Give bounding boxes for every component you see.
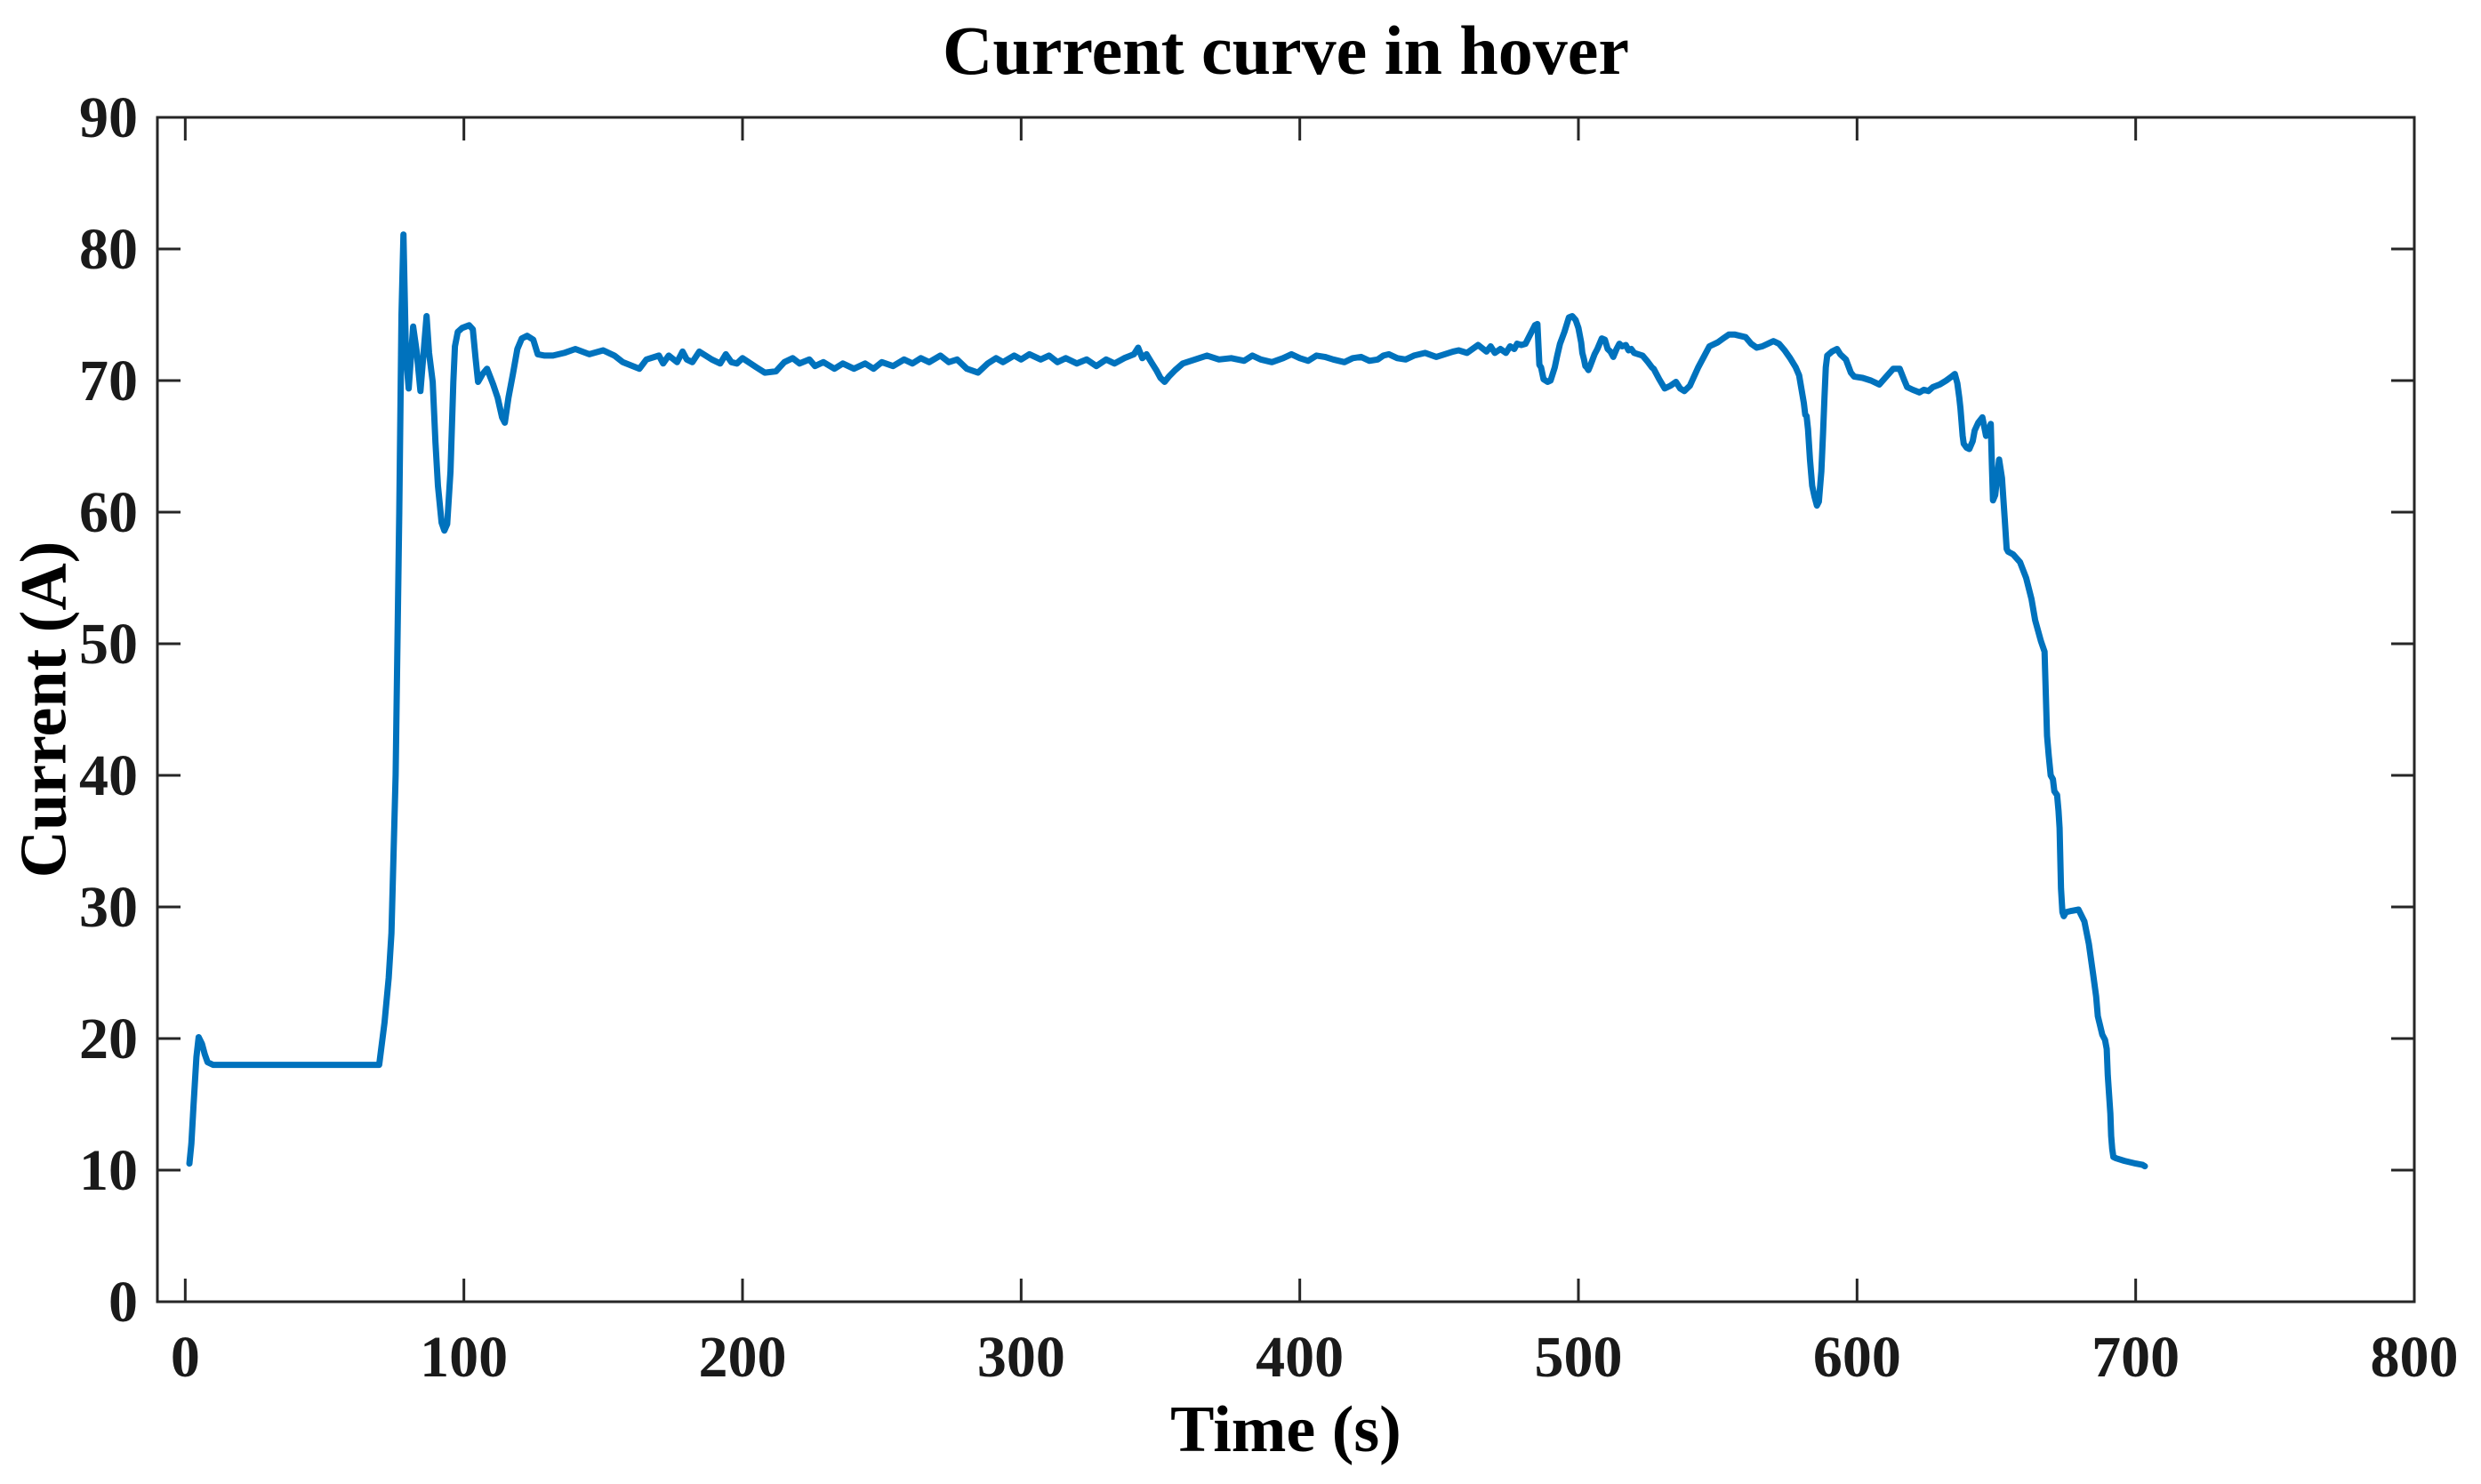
x-tick-label: 0 [171, 1325, 200, 1390]
x-tick-label: 700 [2092, 1325, 2180, 1390]
y-tick-label: 80 [79, 217, 138, 282]
current-series-line [186, 231, 2148, 1170]
x-tick-label: 800 [2371, 1325, 2459, 1390]
x-tick-label: 300 [977, 1325, 1065, 1390]
y-tick-label: 30 [79, 875, 138, 940]
y-tick-label: 90 [79, 85, 138, 150]
x-axis-label: Time (s) [1170, 1393, 1401, 1466]
y-tick-label: 50 [79, 612, 138, 677]
x-tick-label: 500 [1535, 1325, 1623, 1390]
chart-title: Current curve in hover [943, 12, 1629, 89]
y-tick-label: 20 [79, 1007, 138, 1071]
x-tick-label: 400 [1256, 1325, 1344, 1390]
y-tick-label: 60 [79, 480, 138, 545]
y-tick-label: 70 [79, 349, 138, 413]
y-tick-label: 40 [79, 743, 138, 808]
y-tick-label: 0 [108, 1270, 138, 1335]
x-tick-label: 600 [1813, 1325, 1901, 1390]
x-tick-label: 100 [420, 1325, 508, 1390]
axes-box [156, 116, 2416, 1304]
y-tick-label: 10 [79, 1138, 138, 1203]
x-tick-label: 200 [699, 1325, 787, 1390]
